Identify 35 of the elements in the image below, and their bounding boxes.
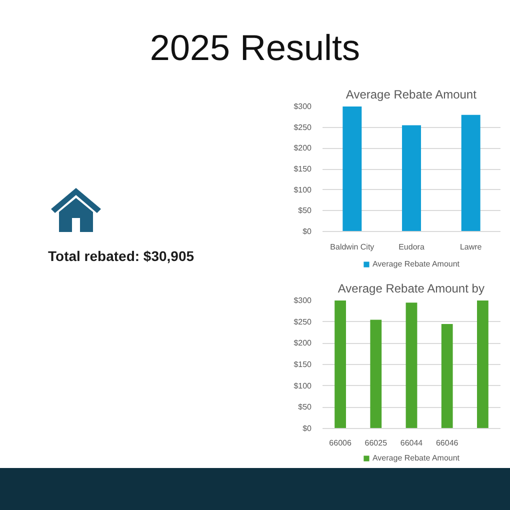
bar: [441, 324, 453, 428]
bar: [461, 114, 480, 232]
x-tick-label: 66025: [364, 438, 388, 448]
bar: [334, 300, 346, 428]
y-tick-label: $150: [294, 164, 312, 174]
y-tick-label: $0: [302, 424, 312, 433]
y-tick-label: $50: [298, 402, 312, 412]
y-tick-label: $200: [294, 144, 312, 153]
y-tick-label: $100: [294, 381, 312, 390]
chart-title: Average Rebate Amount: [346, 88, 478, 102]
bar: [342, 106, 362, 232]
x-tick-label: 66006: [329, 438, 352, 448]
y-tick-label: $200: [294, 338, 312, 348]
bar: [402, 125, 421, 232]
y-tick-label: $150: [294, 360, 312, 369]
y-tick-label: $300: [294, 296, 312, 305]
chart-title: Average Rebate Amount by: [338, 282, 484, 296]
legend-label: Average Rebate Amount: [372, 260, 460, 268]
x-tick-label: Baldwin City: [330, 242, 374, 252]
x-tick-label: 66044: [400, 438, 424, 448]
x-tick-label: 66046: [436, 438, 459, 448]
text: 2025 Results: [148, 26, 362, 70]
text: Total rebated: $30,905: [48, 247, 194, 266]
legend-label: Average Rebate Amount: [372, 454, 460, 462]
bar: [370, 320, 382, 428]
y-tick-label: $300: [294, 102, 312, 111]
y-tick-label: $0: [302, 227, 312, 236]
y-tick-label: $250: [294, 317, 312, 326]
y-tick-label: $100: [294, 185, 312, 194]
y-tick-label: $50: [298, 206, 312, 216]
x-tick-label: Eudora: [398, 242, 425, 252]
bar: [406, 302, 418, 428]
y-tick-label: $250: [294, 122, 312, 132]
x-tick-label: Lawre: [460, 242, 482, 252]
bar: [477, 300, 488, 428]
